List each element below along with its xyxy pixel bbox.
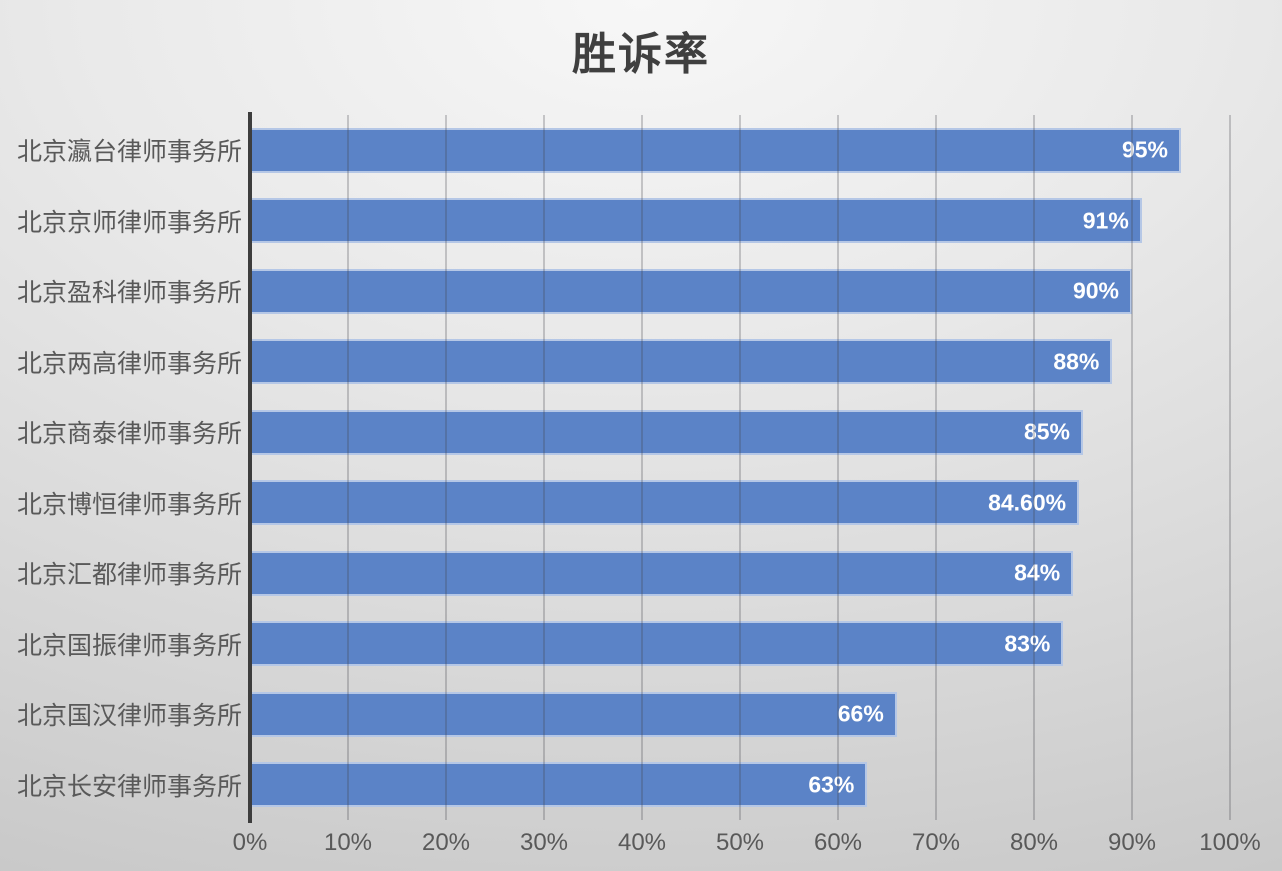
- bar: 85%: [250, 409, 1083, 455]
- category-axis: 北京瀛台律师事务所 北京京师律师事务所 北京盈科律师事务所 北京两高律师事务所 北京商泰…: [4, 115, 242, 820]
- category-label: 北京国振律师事务所: [16, 631, 242, 660]
- gridline: [1131, 115, 1133, 820]
- gridline: [347, 115, 349, 820]
- bar: 84%: [250, 550, 1074, 596]
- bar: 88%: [250, 339, 1113, 385]
- category-label: 北京国汉律师事务所: [16, 702, 242, 731]
- category-label: 北京博恒律师事务所: [16, 490, 242, 519]
- x-axis: 0% 10% 20% 30% 40% 50% 60% 70% 80% 90% 100%: [233, 829, 1261, 863]
- x-axis-tick-label: 40%: [617, 829, 667, 856]
- bar: 84.60%: [250, 480, 1080, 526]
- x-axis-tick-label: 70%: [911, 829, 961, 856]
- gridline: [543, 115, 545, 820]
- category-label: 北京长安律师事务所: [16, 772, 242, 801]
- category-label: 北京瀛台律师事务所: [16, 138, 242, 167]
- bar-value-label: 91%: [1082, 207, 1129, 234]
- category-label: 北京盈科律师事务所: [16, 279, 242, 308]
- gridline: [837, 115, 839, 820]
- gridline: [1229, 115, 1231, 820]
- x-axis-tick-label: 0%: [232, 829, 268, 856]
- bar-value-label: 88%: [1053, 348, 1100, 375]
- bar-value-label: 90%: [1072, 277, 1119, 304]
- x-axis-tick-label: 90%: [1107, 829, 1157, 856]
- x-axis-tick-label: 50%: [715, 829, 765, 856]
- bar-value-label: 95%: [1121, 136, 1168, 163]
- bar-value-label: 84.60%: [988, 489, 1067, 516]
- x-axis-tick-label: 20%: [421, 829, 471, 856]
- chart-title: 胜诉率: [572, 30, 710, 79]
- bar: 90%: [250, 268, 1132, 314]
- bar-value-label: 84%: [1014, 559, 1061, 586]
- bar-value-label: 63%: [808, 771, 855, 798]
- x-axis-tick-label: 60%: [813, 829, 863, 856]
- bar: 66%: [250, 691, 897, 737]
- category-label: 北京商泰律师事务所: [16, 420, 242, 449]
- category-label: 北京京师律师事务所: [16, 208, 242, 237]
- gridline: [739, 115, 741, 820]
- category-label: 北京两高律师事务所: [16, 349, 242, 378]
- x-axis-tick-label: 30%: [519, 829, 569, 856]
- bar-value-label: 85%: [1023, 418, 1070, 445]
- gridline: [1033, 115, 1035, 820]
- gridline: [641, 115, 643, 820]
- category-label: 北京汇都律师事务所: [16, 561, 242, 590]
- x-axis-tick-label: 10%: [323, 829, 373, 856]
- bar: 83%: [250, 621, 1064, 667]
- y-axis-line: [248, 112, 252, 823]
- gridline: [935, 115, 937, 820]
- bar-value-label: 83%: [1004, 630, 1051, 657]
- x-axis-tick-label: 100%: [1199, 829, 1261, 856]
- gridline: [445, 115, 447, 820]
- bar: 91%: [250, 198, 1142, 244]
- plot-area: 95% 91% 90% 88% 85% 84.60% 84% 83% 66% 63%: [248, 112, 1231, 823]
- bar: 63%: [250, 762, 868, 808]
- bar-value-label: 66%: [837, 700, 884, 727]
- bar: 95%: [250, 127, 1181, 173]
- x-axis-tick-label: 80%: [1009, 829, 1059, 856]
